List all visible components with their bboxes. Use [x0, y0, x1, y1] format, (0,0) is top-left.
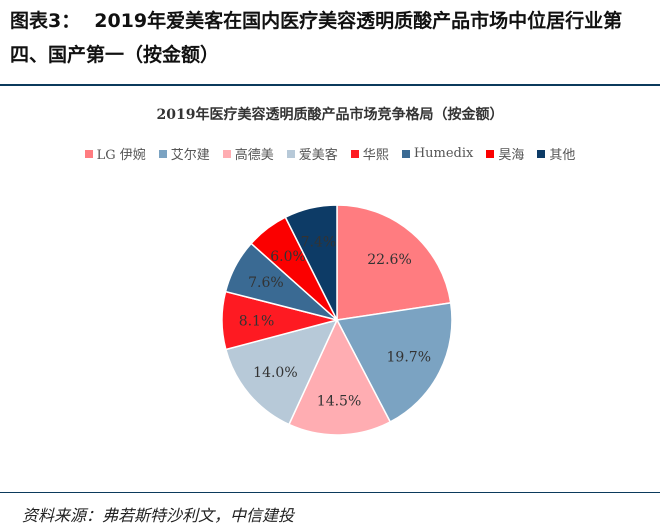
legend-item: LG 伊婉 — [84, 144, 146, 163]
slice-data-label: 19.7% — [387, 349, 431, 365]
legend-swatch — [401, 149, 410, 158]
slice-data-label: 8.1% — [239, 313, 275, 329]
pie-slice — [335, 302, 453, 423]
chart-legend: LG 伊婉 艾尔建 高德美 爱美客 华熙 Humedix 昊海 其他 — [0, 144, 660, 163]
slice-data-label: 7.4% — [301, 235, 337, 251]
legend-item: 艾尔建 — [158, 144, 210, 163]
legend-label: 其他 — [549, 148, 576, 163]
pie-chart: 22.6% 19.7% 14.5% 14.0% 8.1% 7.6% 6.0%7.4% — [221, 204, 453, 436]
legend-item: 高德美 — [222, 144, 274, 163]
slice-data-label: 22.6% — [367, 252, 411, 268]
legend-label: 华熙 — [362, 148, 389, 163]
source-note: 资料来源：弗若斯特沙利文，中信建投 — [22, 506, 295, 525]
legend-item: 昊海 — [486, 144, 524, 163]
legend-swatch — [158, 149, 167, 158]
legend-label: 艾尔建 — [170, 148, 210, 163]
legend-item: 华熙 — [350, 144, 389, 163]
figure-title: 2019年爱美客在国内医疗美容透明质酸产品市场中位居行业第四、国产第一（按金额） — [10, 10, 623, 66]
slice-data-label: 6.0% — [270, 249, 306, 265]
top-divider — [0, 84, 660, 86]
legend-swatch — [286, 149, 295, 158]
legend-swatch — [222, 149, 231, 158]
legend-swatch — [84, 149, 93, 158]
legend-label: 昊海 — [498, 148, 525, 163]
pie-slice — [284, 204, 338, 321]
legend-swatch — [537, 149, 546, 158]
slice-data-label: 7.6% — [248, 275, 284, 291]
figure-number: 图表3： — [10, 10, 81, 32]
chart-title: 2019年医疗美容透明质酸产品市场竞争格局（按金额） — [156, 107, 504, 123]
legend-label: 爱美客 — [298, 148, 338, 163]
slice-data-label: 14.0% — [253, 365, 297, 381]
legend-item: Humedix — [401, 146, 474, 161]
slice-data-label: 14.5% — [317, 393, 361, 409]
figure-heading: 图表3： 2019年爱美客在国内医疗美容透明质酸产品市场中位居行业第四、国产第一（… — [10, 4, 655, 72]
legend-label: LG 伊婉 — [96, 148, 146, 163]
legend-label: 高德美 — [234, 148, 274, 163]
legend-item: 爱美客 — [286, 144, 338, 163]
legend-swatch — [350, 149, 359, 158]
pie-slice — [224, 318, 339, 426]
pie-slice — [336, 204, 452, 321]
legend-item: 其他 — [537, 144, 575, 163]
pie-slice — [287, 318, 392, 436]
bottom-divider — [0, 492, 660, 493]
legend-swatch — [486, 149, 495, 158]
legend-label: Humedix — [413, 146, 474, 161]
